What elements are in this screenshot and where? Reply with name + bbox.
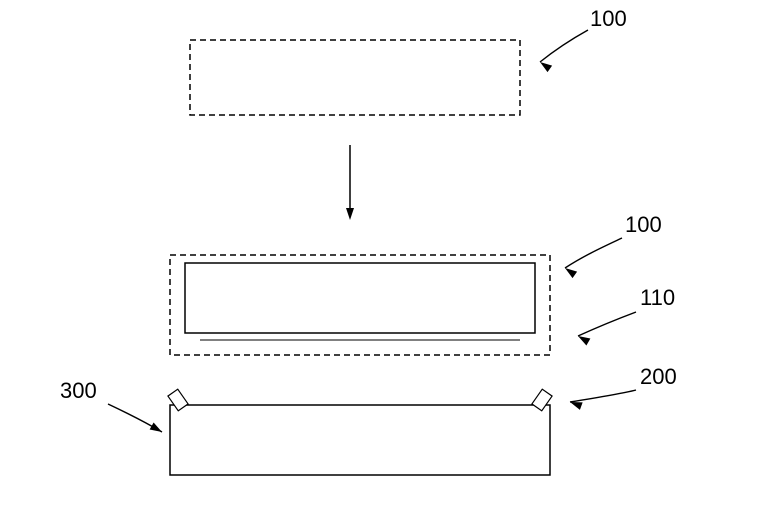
leader-100-top bbox=[540, 30, 588, 62]
leader-100-mid bbox=[565, 238, 622, 268]
leader-200 bbox=[570, 390, 636, 402]
label-200: 200 bbox=[640, 364, 677, 389]
part-300-nozzle-left bbox=[168, 389, 188, 411]
leader-110 bbox=[578, 312, 636, 336]
diagram-canvas: 100 100 110 200 300 bbox=[0, 0, 770, 527]
part-200-nozzle-right bbox=[532, 389, 552, 411]
label-300: 300 bbox=[60, 378, 97, 403]
label-110: 110 bbox=[640, 285, 675, 310]
part-110-solid-box bbox=[185, 263, 535, 333]
label-100-mid: 100 bbox=[625, 212, 662, 237]
label-100-top: 100 bbox=[590, 6, 627, 31]
part-100-top-dashed-box bbox=[190, 40, 520, 115]
bottom-container-rect bbox=[170, 405, 550, 475]
